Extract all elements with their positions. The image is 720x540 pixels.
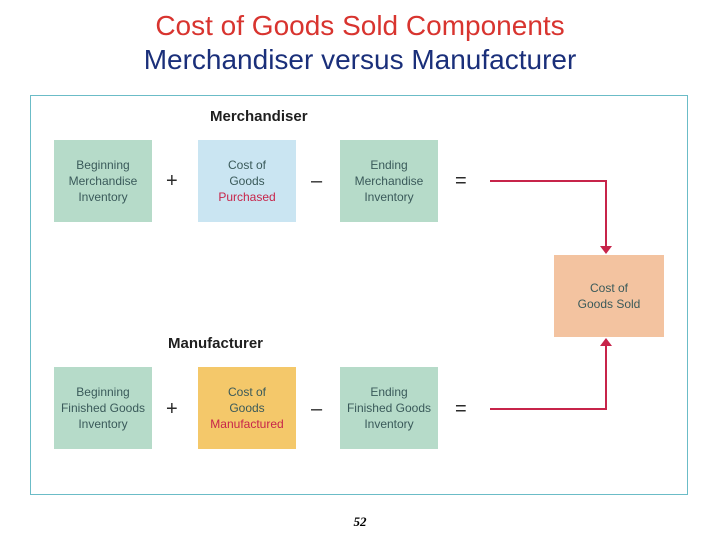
- box-line: Manufactured: [210, 416, 283, 432]
- box-ending-finished-goods-inventory: EndingFinished GoodsInventory: [340, 367, 438, 449]
- box-beginning-merchandise-inventory: BeginningMerchandiseInventory: [54, 140, 152, 222]
- box-line: Finished Goods: [347, 400, 431, 416]
- operator-plus-merchandiser: +: [166, 170, 178, 193]
- merchandiser-label: Merchandiser: [210, 108, 308, 125]
- box-line: Inventory: [364, 416, 413, 432]
- arrow-manufacturer-to-cogs: [480, 330, 616, 419]
- box-line: Merchandise: [355, 173, 424, 189]
- box-cost-of-goods-purchased: Cost ofGoodsPurchased: [198, 140, 296, 222]
- title-line2: Merchandiser versus Manufacturer: [0, 44, 720, 76]
- manufacturer-label: Manufacturer: [168, 335, 263, 352]
- page-number: 52: [0, 514, 720, 530]
- box-line: Beginning: [76, 384, 129, 400]
- operator-plus-manufacturer: +: [166, 398, 178, 421]
- box-line: Cost of: [590, 280, 628, 296]
- title-line1: Cost of Goods Sold Components: [0, 10, 720, 42]
- box-line: Goods Sold: [578, 296, 641, 312]
- operator-minus-manufacturer: –: [311, 398, 322, 421]
- arrow-merchandiser-to-cogs: [480, 171, 616, 262]
- box-beginning-finished-goods-inventory: BeginningFinished GoodsInventory: [54, 367, 152, 449]
- box-line: Cost of: [228, 157, 266, 173]
- operator-minus-merchandiser: –: [311, 170, 322, 193]
- box-line: Inventory: [78, 416, 127, 432]
- box-line: Cost of: [228, 384, 266, 400]
- operator-equals-merchandiser: =: [455, 170, 467, 193]
- box-line: Finished Goods: [61, 400, 145, 416]
- box-line: Ending: [370, 384, 407, 400]
- box-line: Inventory: [78, 189, 127, 205]
- box-line: Goods: [229, 173, 264, 189]
- box-line: Merchandise: [69, 173, 138, 189]
- box-line: Goods: [229, 400, 264, 416]
- box-cost-of-goods-sold: Cost ofGoods Sold: [554, 255, 664, 337]
- box-ending-merchandise-inventory: EndingMerchandiseInventory: [340, 140, 438, 222]
- box-line: Inventory: [364, 189, 413, 205]
- operator-equals-manufacturer: =: [455, 398, 467, 421]
- box-line: Ending: [370, 157, 407, 173]
- box-cost-of-goods-manufactured: Cost ofGoodsManufactured: [198, 367, 296, 449]
- box-line: Beginning: [76, 157, 129, 173]
- box-line: Purchased: [218, 189, 275, 205]
